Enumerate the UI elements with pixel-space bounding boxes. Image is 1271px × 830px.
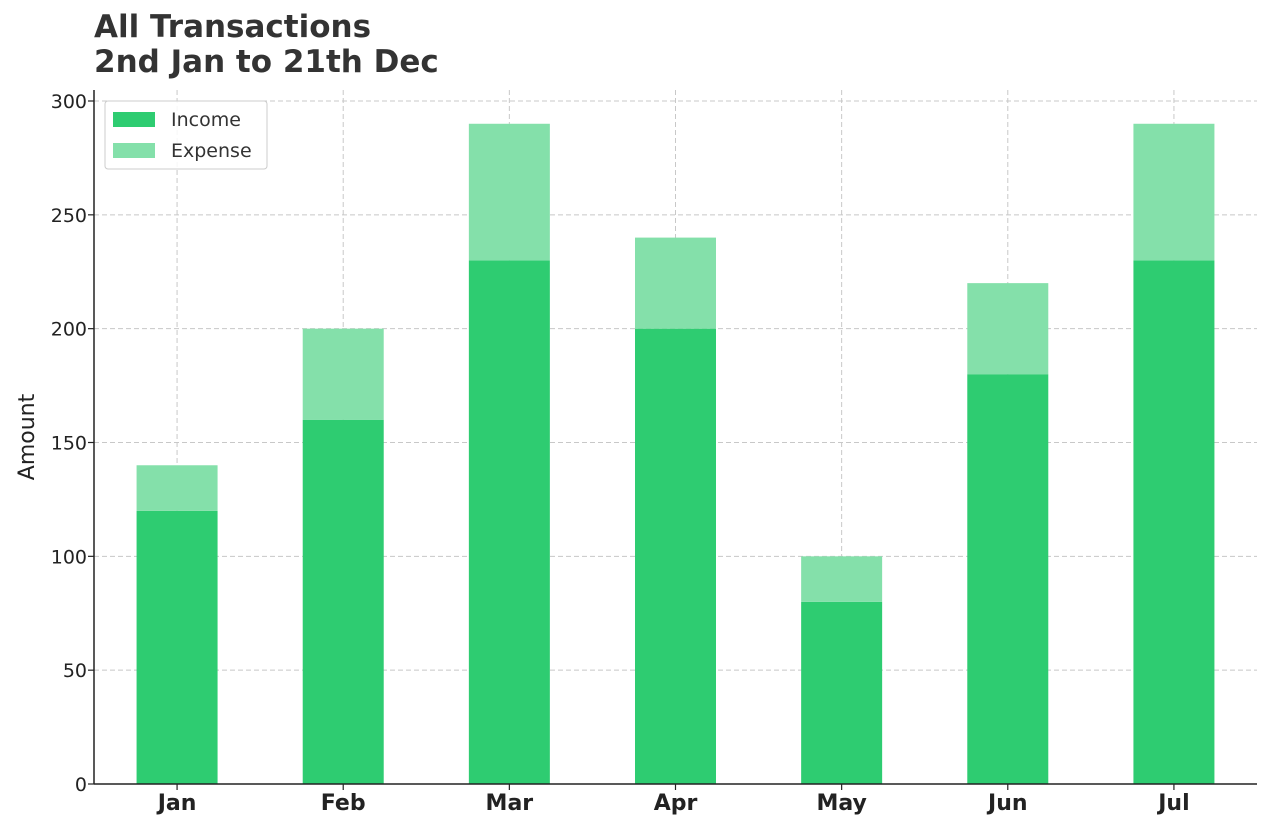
legend: Income Expense xyxy=(104,100,268,170)
y-axis-label: Amount xyxy=(15,393,40,480)
bar-income-jan xyxy=(136,510,218,784)
y-tick-label: 250 xyxy=(51,205,87,227)
x-tick-label: Mar xyxy=(486,791,534,816)
bar-expense-feb xyxy=(302,328,384,420)
chart-title: All Transactions xyxy=(94,9,372,45)
bar-income-apr xyxy=(635,328,716,784)
chart-subtitle: 2nd Jan to 21th Dec xyxy=(94,44,439,80)
legend-swatch-income xyxy=(113,112,155,127)
bars xyxy=(136,123,1215,784)
x-tick-label: Jun xyxy=(986,791,1028,816)
bar-income-may xyxy=(801,601,883,784)
x-tick-label: May xyxy=(816,791,866,816)
bar-income-feb xyxy=(302,419,384,784)
bar-expense-jan xyxy=(136,465,218,511)
x-tick-label: Feb xyxy=(321,791,366,816)
bar-expense-jul xyxy=(1133,123,1215,261)
y-tick-label: 200 xyxy=(51,319,87,341)
bar-expense-mar xyxy=(468,123,550,261)
y-tick-labels: 0 50 100 150 200 250 300 xyxy=(51,91,87,796)
y-tick-label: 150 xyxy=(51,433,87,455)
bar-expense-jun xyxy=(967,283,1049,375)
bar-income-jun xyxy=(967,374,1049,784)
y-tick-label: 0 xyxy=(75,774,87,796)
y-tick-label: 300 xyxy=(51,91,87,113)
bar-income-jul xyxy=(1133,260,1215,784)
x-tick-labels: Jan Feb Mar Apr May Jun Jul xyxy=(156,791,1190,816)
bar-expense-apr xyxy=(635,237,716,329)
bar-expense-may xyxy=(801,556,883,602)
legend-label-expense: Expense xyxy=(171,140,252,162)
legend-swatch-expense xyxy=(113,143,155,158)
x-tick-label: Jul xyxy=(1156,791,1189,816)
y-tick-label: 50 xyxy=(63,660,87,682)
y-tick-label: 100 xyxy=(51,546,87,568)
chart-title-block: All Transactions 2nd Jan to 21th Dec xyxy=(94,10,439,80)
bar-income-mar xyxy=(468,260,550,784)
x-tick-label: Apr xyxy=(654,791,698,816)
x-tick-label: Jan xyxy=(156,791,197,816)
legend-label-income: Income xyxy=(171,109,241,131)
axes xyxy=(88,90,1257,790)
